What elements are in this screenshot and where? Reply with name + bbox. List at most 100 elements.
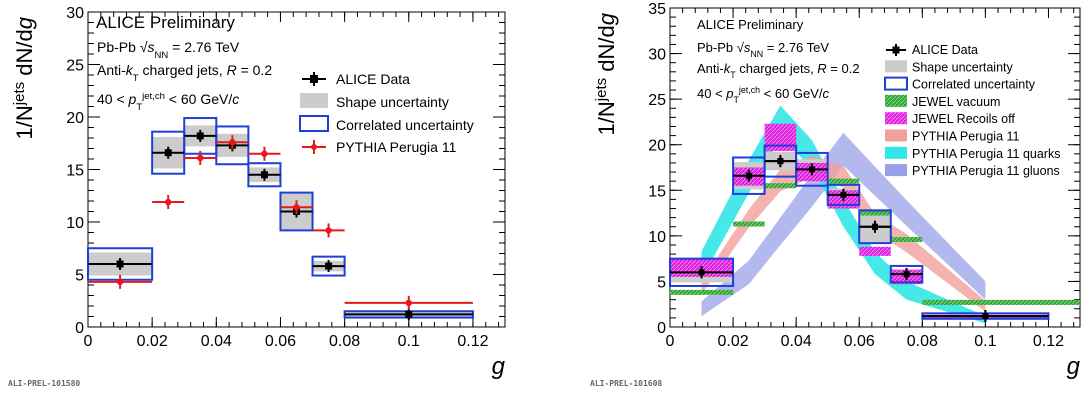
x-tick-label: 0	[666, 333, 675, 350]
quarks-band	[701, 105, 986, 324]
legend-marker-pythia	[311, 144, 317, 150]
legend-entry: PYTHIA Perugia 11	[912, 130, 1020, 144]
pythia-point	[293, 204, 300, 211]
annotation-jets: Anti-kT charged jets, R = 0.2	[97, 62, 272, 84]
y-tick-label: 5	[657, 274, 666, 291]
legend-entry: Correlated uncertainty	[912, 78, 1036, 92]
legend-marker-correlated	[884, 76, 908, 91]
data-point	[745, 172, 752, 179]
y-tick-label: 0	[657, 320, 666, 337]
legend-entry: PYTHIA Perugia 11 gluons	[912, 164, 1060, 178]
y-tick-label: 20	[66, 110, 84, 127]
pythia-band	[701, 155, 986, 312]
panel-1: 0 0.02 0.04 0.06 0.08 0.1 0.12 0 5 10 15 20 25 30 g 1/N…	[8, 5, 506, 388]
y-tick-label: 15	[648, 183, 666, 200]
legend-marker-shape	[885, 60, 907, 73]
x-tick-label: 0.12	[457, 333, 488, 350]
preliminary-stamp: ALI-PREL-101608	[590, 379, 662, 388]
data-point	[698, 269, 705, 276]
x-axis-title: g	[1067, 353, 1081, 380]
y-tick-label: 25	[66, 58, 84, 75]
y-tick-label: 10	[648, 229, 666, 246]
x-tick-label: 0.02	[137, 333, 168, 350]
data-point	[777, 158, 784, 165]
jewel-vacuum-bar	[670, 289, 734, 295]
annotation-collaboration: ALICE Preliminary	[697, 17, 804, 32]
legend-marker-correlated	[299, 115, 329, 132]
x-tick-label: 0.06	[844, 333, 875, 350]
pythia-point	[116, 278, 124, 286]
x-tick-label: 0.1	[398, 333, 420, 350]
legend-entry: Correlated uncertainty	[336, 117, 474, 133]
plot-frame	[669, 7, 1081, 328]
x-tick-label: 0.08	[329, 333, 360, 350]
legend-entry: Shape uncertainty	[912, 60, 1014, 74]
data-point	[164, 149, 172, 157]
pythia-point	[164, 198, 172, 206]
legend-marker-shape	[300, 93, 328, 108]
x-axis-title: g	[492, 353, 506, 380]
annotation-system: Pb-Pb √sNN = 2.76 TeV	[697, 40, 829, 59]
x-tick-label: 0.1	[974, 333, 996, 350]
x-tick-label: 0.06	[265, 333, 296, 350]
jewel-recoils-box	[859, 246, 891, 256]
pythia-point	[325, 227, 332, 234]
jewel-vacuum-bar	[922, 299, 1080, 305]
x-tick-label: 0.12	[1033, 333, 1064, 350]
jewel-vacuum-bar	[733, 221, 765, 227]
annotation-collaboration: ALICE Preliminary	[96, 13, 235, 32]
data-point	[808, 166, 815, 173]
y-tick-label: 15	[66, 163, 84, 180]
legend-marker-pythia-band	[885, 129, 907, 142]
data-point	[982, 313, 989, 320]
y-tick-label: 20	[648, 138, 666, 155]
legend-entry: JEWEL vacuum	[912, 95, 1000, 109]
y-tick-label: 30	[66, 5, 84, 22]
y-axis-title: 1/Njets dN/dg	[11, 16, 38, 139]
jewel-vacuum-bar	[890, 237, 923, 243]
x-tick-label: 0	[84, 333, 93, 350]
pythia-point	[405, 299, 412, 307]
data-point	[196, 132, 204, 140]
x-tick-label: 0.08	[907, 333, 938, 350]
legend-marker-jewel-vacuum	[885, 94, 907, 107]
y-tick-label: 30	[648, 47, 666, 64]
annotation-pt: 40 < pTjet,ch < 60 GeV/c	[97, 91, 239, 113]
pythia-point	[229, 139, 236, 146]
legend-entry: ALICE Data	[336, 71, 410, 87]
data-point	[405, 310, 413, 318]
legend-entry: JEWEL Recoils off	[912, 112, 1015, 126]
annotation-pt: 40 < pTjet,ch < 60 GeV/c	[697, 85, 830, 105]
legend-marker-data	[310, 75, 318, 83]
annotation-system: Pb-Pb √sNN = 2.76 TeV	[97, 39, 240, 61]
jewel-vacuum-bar	[827, 178, 860, 184]
data-point	[116, 260, 124, 268]
data-point	[872, 223, 878, 230]
gluons-band	[701, 132, 986, 317]
legend-entry: Shape uncertainty	[336, 94, 449, 110]
legend-marker-data	[892, 46, 900, 54]
pythia-point	[261, 150, 268, 157]
y-tick-label: 0	[75, 320, 84, 337]
jewel-recoils-box	[764, 123, 797, 152]
x-tick-label: 0.02	[718, 333, 749, 350]
pythia-point	[197, 154, 204, 162]
y-tick-label: 35	[648, 1, 666, 18]
legend-marker-jewel-recoils	[885, 112, 907, 125]
data-point	[325, 262, 333, 270]
annotation-jets: Anti-kT charged jets, R = 0.2	[697, 61, 860, 80]
legend-entry: PYTHIA Perugia 11	[336, 139, 457, 155]
jewel-vacuum-bar	[764, 183, 797, 189]
panel-2: 0 0.02 0.04 0.06 0.08 0.1 0.12 0 5 10 15 20 25 30 35 g 1…	[590, 1, 1081, 388]
legend-marker-gluons	[885, 164, 907, 177]
jewel-vacuum-bar	[859, 210, 891, 216]
preliminary-stamp: ALI-PREL-101580	[8, 379, 80, 388]
data-point	[840, 191, 847, 198]
data-point	[903, 271, 910, 278]
y-axis-title: 1/Njets dN/dg	[593, 12, 620, 135]
y-tick-label: 10	[66, 215, 84, 232]
legend-entry: PYTHIA Perugia 11 quarks	[912, 147, 1060, 161]
x-tick-label: 0.04	[201, 333, 232, 350]
y-tick-label: 25	[648, 92, 666, 109]
